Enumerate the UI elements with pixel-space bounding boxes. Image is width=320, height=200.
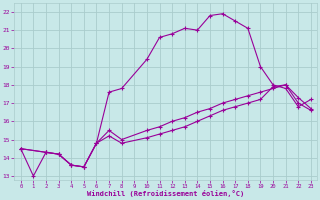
X-axis label: Windchill (Refroidissement éolien,°C): Windchill (Refroidissement éolien,°C): [87, 190, 244, 197]
